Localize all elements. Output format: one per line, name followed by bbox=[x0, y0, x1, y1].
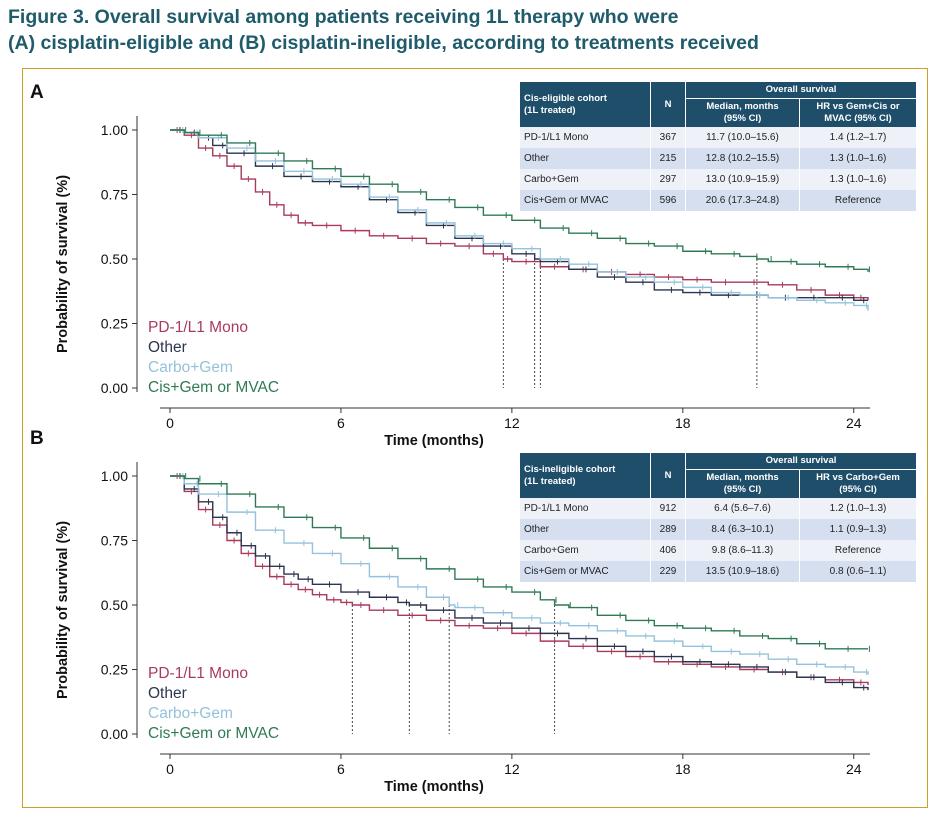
y-tick-label: 0.50 bbox=[101, 251, 128, 267]
table-cell: 13.0 (10.9–15.9) bbox=[685, 169, 800, 190]
table-cell: Cis+Gem or MVAC bbox=[519, 190, 651, 211]
table-cell: 229 bbox=[650, 561, 686, 582]
table-cell: Carbo+Gem bbox=[519, 169, 651, 190]
x-tick-label: 24 bbox=[846, 761, 862, 777]
table-cell: 13.5 (10.9–18.6) bbox=[685, 561, 800, 582]
table-row: PD-1/L1 Mono 912 6.4 (5.6–7.6) 1.2 (1.0–… bbox=[519, 498, 916, 519]
y-tick-label: 0.25 bbox=[101, 662, 128, 678]
table-cell: 289 bbox=[650, 519, 686, 540]
x-tick-label: 0 bbox=[166, 761, 174, 777]
table-cell: Cis+Gem or MVAC bbox=[519, 561, 651, 582]
table-row: Other 289 8.4 (6.3–10.1) 1.1 (0.9–1.3) bbox=[519, 519, 916, 540]
legend-entry: PD-1/L1 Mono bbox=[148, 319, 248, 336]
x-tick-label: 12 bbox=[504, 415, 520, 431]
table-cell: 1.3 (1.0–1.6) bbox=[799, 169, 916, 190]
table-cell: 1.1 (0.9–1.3) bbox=[799, 519, 916, 540]
figure-frame bbox=[22, 68, 928, 808]
legend-entry: Other bbox=[148, 685, 187, 702]
table-cell: 215 bbox=[650, 148, 686, 169]
x-tick-label: 0 bbox=[166, 415, 174, 431]
table-cell: PD-1/L1 Mono bbox=[519, 127, 651, 148]
table-cell: 367 bbox=[650, 127, 686, 148]
survival-curve-cis-gem-or-mvac bbox=[170, 129, 869, 272]
table-cell: Other bbox=[519, 148, 651, 169]
table-cell: 8.4 (6.3–10.1) bbox=[685, 519, 800, 540]
panel-label-b: B bbox=[30, 428, 44, 449]
table-cell: 1.3 (1.0–1.6) bbox=[799, 148, 916, 169]
y-tick-label: 1.00 bbox=[101, 122, 128, 138]
table-row: Cis+Gem or MVAC 596 20.6 (17.3–24.8) Ref… bbox=[519, 190, 916, 211]
panel-a-summary-table: Cis-eligible cohort (1L treated) N Overa… bbox=[519, 82, 916, 211]
y-tick-label: 0.00 bbox=[101, 380, 128, 396]
figure-title-line-1: Figure 3. Overall survival among patient… bbox=[8, 6, 679, 28]
legend-entry: Cis+Gem or MVAC bbox=[148, 379, 279, 396]
table-cell: 0.8 (0.6–1.1) bbox=[799, 561, 916, 582]
legend-entry: PD-1/L1 Mono bbox=[148, 665, 248, 682]
table-cell: 20.6 (17.3–24.8) bbox=[685, 190, 800, 211]
table-b-col-hr: HR vs Carbo+Gem (95% CI) bbox=[799, 469, 916, 498]
survival-curve-pd-1-l1-mono bbox=[170, 475, 869, 685]
table-cell: 9.8 (8.6–11.3) bbox=[685, 540, 800, 561]
survival-curve-other bbox=[170, 475, 869, 691]
table-cell: 596 bbox=[650, 190, 686, 211]
panel-label-a: A bbox=[30, 82, 44, 103]
table-row: Cis+Gem or MVAC 229 13.5 (10.9–18.6) 0.8… bbox=[519, 561, 916, 582]
y-axis-label: Probability of survival (%) bbox=[55, 175, 71, 353]
legend-entry: Other bbox=[148, 339, 187, 356]
legend-entry: Cis+Gem or MVAC bbox=[148, 725, 279, 742]
legend-entry: Carbo+Gem bbox=[148, 705, 233, 722]
figure-title: Figure 3. Overall survival among patient… bbox=[8, 4, 932, 56]
table-row: Carbo+Gem 297 13.0 (10.9–15.9) 1.3 (1.0–… bbox=[519, 169, 916, 190]
panel-a-chart: A 0.00 0.25 0.50 0.75 1.00 0 6 12 18 24 Time (month… bbox=[30, 82, 870, 449]
survival-curve-carbo-gem bbox=[170, 475, 869, 675]
table-cell: 6.4 (5.6–7.6) bbox=[685, 498, 800, 519]
survival-curve-carbo-gem bbox=[170, 129, 869, 311]
table-cell: Reference bbox=[799, 190, 916, 211]
table-cell: Carbo+Gem bbox=[519, 540, 651, 561]
table-b-col-n: N bbox=[650, 453, 686, 498]
table-a-col-hr: HR vs Gem+Cis or MVAC (95% CI) bbox=[799, 98, 916, 127]
figure-title-line-2: (A) cisplatin-eligible and (B) cisplatin… bbox=[8, 32, 759, 54]
x-axis-label: Time (months) bbox=[384, 433, 484, 449]
panel-b-chart: B 0.00 0.25 0.50 0.75 1.00 0 6 12 18 24 Time (month… bbox=[30, 428, 870, 795]
y-tick-label: 0.25 bbox=[101, 316, 128, 332]
table-row: Other 215 12.8 (10.2–15.5) 1.3 (1.0–1.6) bbox=[519, 148, 916, 169]
table-cell: 1.2 (1.0–1.3) bbox=[799, 498, 916, 519]
y-tick-label: 0.75 bbox=[101, 533, 128, 549]
table-a-col-median: Median, months (95% CI) bbox=[685, 98, 800, 127]
table-cell: 11.7 (10.0–15.6) bbox=[685, 127, 800, 148]
table-cell: Other bbox=[519, 519, 651, 540]
panel-b-summary-table: Cis-ineligible cohort (1L treated) N Ove… bbox=[519, 453, 916, 582]
survival-curve-cis-gem-or-mvac bbox=[170, 475, 868, 650]
x-tick-label: 12 bbox=[504, 761, 520, 777]
table-cell: 406 bbox=[650, 540, 686, 561]
x-axis-label: Time (months) bbox=[384, 779, 484, 795]
survival-curve-other bbox=[170, 129, 868, 301]
table-cell: 297 bbox=[650, 169, 686, 190]
table-b-header-group: Overall survival bbox=[685, 453, 916, 470]
table-row: PD-1/L1 Mono 367 11.7 (10.0–15.6) 1.4 (1… bbox=[519, 127, 916, 148]
legend-entry: Carbo+Gem bbox=[148, 359, 233, 376]
x-tick-label: 6 bbox=[337, 415, 345, 431]
x-tick-label: 6 bbox=[337, 761, 345, 777]
table-cell: Reference bbox=[799, 540, 916, 561]
table-b-col-cohort: Cis-ineligible cohort (1L treated) bbox=[519, 453, 651, 498]
table-b-col-median: Median, months (95% CI) bbox=[685, 469, 800, 498]
table-a-col-cohort: Cis-eligible cohort (1L treated) bbox=[519, 82, 651, 127]
x-tick-label: 18 bbox=[675, 415, 691, 431]
y-tick-label: 0.50 bbox=[101, 597, 128, 613]
table-row: Carbo+Gem 406 9.8 (8.6–11.3) Reference bbox=[519, 540, 916, 561]
y-tick-label: 0.00 bbox=[101, 726, 128, 742]
table-a-header-group: Overall survival bbox=[685, 82, 916, 99]
table-cell: 912 bbox=[650, 498, 686, 519]
table-cell: 1.4 (1.2–1.7) bbox=[799, 127, 916, 148]
y-tick-label: 0.75 bbox=[101, 187, 128, 203]
y-tick-label: 1.00 bbox=[101, 468, 128, 484]
y-axis-label: Probability of survival (%) bbox=[55, 521, 71, 699]
table-cell: 12.8 (10.2–15.5) bbox=[685, 148, 800, 169]
x-tick-label: 24 bbox=[846, 415, 862, 431]
table-a-col-n: N bbox=[650, 82, 686, 127]
x-tick-label: 18 bbox=[675, 761, 691, 777]
table-cell: PD-1/L1 Mono bbox=[519, 498, 651, 519]
